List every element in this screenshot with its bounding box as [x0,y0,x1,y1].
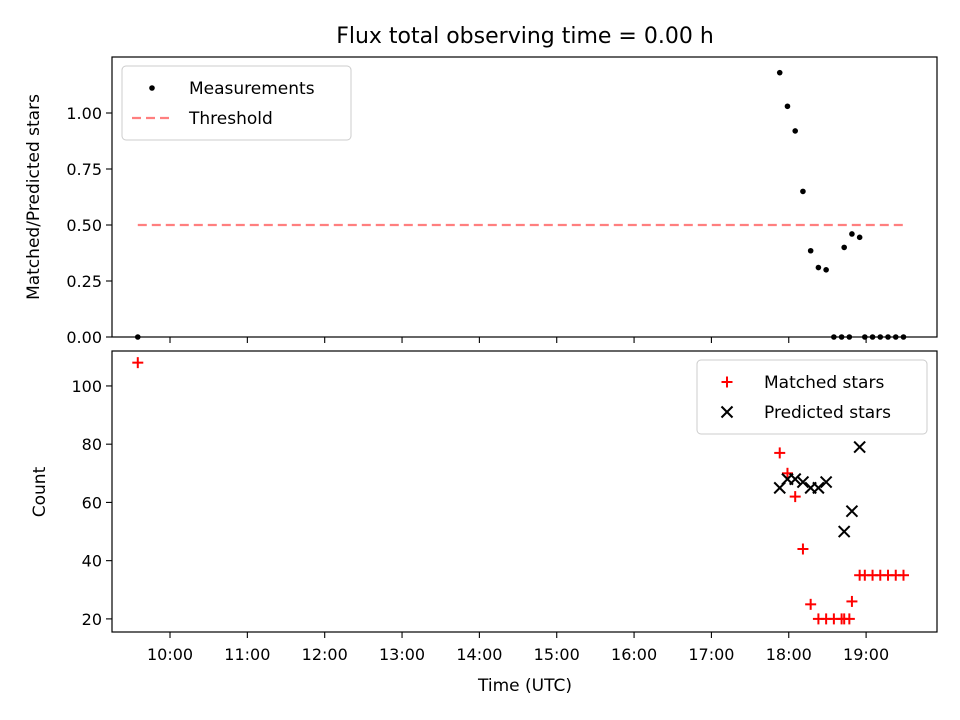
bottom-y-tick-label: 100 [71,377,102,396]
matched-star-point [789,491,801,503]
x-tick-label: 13:00 [379,645,425,664]
top-plot-frame [111,56,938,338]
measurement-point [807,247,814,254]
predicted-star-point [853,440,866,454]
measurement-point [784,103,791,110]
x-tick-label: 17:00 [688,645,734,664]
measurement-point [856,234,863,241]
x-tick-label: 11:00 [224,645,270,664]
top-y-tick-label: 0.50 [66,216,102,235]
bottom-y-tick-label: 60 [82,493,102,512]
predicted-star-point [819,475,833,489]
matched-star-point [797,543,809,555]
x-axis-label: Time (UTC) [477,676,572,696]
legend-label: Measurements [189,79,315,99]
legend-label: Predicted stars [764,403,891,423]
predicted-star-point [812,481,825,495]
top-panel: 0.00 0.25 0.50 0.75 1.00 Matched/Predicted s… [24,56,938,347]
predicted-star-point [837,525,851,538]
measurement-point [849,231,855,237]
matched-star-point [846,595,858,607]
chart-title: Flux total observing time = 0.00 h [336,24,714,49]
predicted-star-point [788,472,802,486]
bottom-legend: Matched stars Predicted stars [696,359,928,435]
measurement-point [792,128,799,134]
legend-box [696,359,928,435]
x-tick-label: 12:00 [302,645,348,664]
matched-star-point [774,447,786,459]
x-tick-label: 10:00 [147,645,193,664]
legend-marker-predicted [720,405,734,419]
x-tick-label: 15:00 [534,645,580,664]
matched-star-point [838,613,850,625]
matched-star-point [897,569,909,581]
x-tick-label: 14:00 [456,645,502,664]
top-y-tick-label: 0.25 [66,272,102,291]
matched-star-point [132,357,144,369]
x-tick-label: 18:00 [766,645,812,664]
predicted-star-point [845,504,859,518]
bottom-y-axis-label: Count [30,466,50,517]
top-y-tick-label: 0.75 [66,160,102,179]
bottom-panel: 20 40 60 80 100 10:00 11:00 12:00 13:00 14:00 15:0… [30,350,938,696]
bottom-plot-frame [111,350,938,633]
bottom-y-tick-label: 40 [82,552,102,571]
measurement-point [800,188,806,195]
matched-star-point [781,467,793,479]
bottom-y-tick-label: 20 [82,610,102,629]
x-tick-label: 16:00 [611,645,657,664]
measurement-point [815,264,822,271]
predicted-star-point [796,475,810,489]
bottom-y-tick-label: 80 [82,435,102,454]
matched-star-point [805,598,817,610]
legend-label: Matched stars [764,373,884,393]
measurement-point [823,267,829,273]
measurement-point [841,244,847,251]
top-y-tick-label: 0.00 [66,328,102,347]
measurement-point [776,69,783,76]
top-legend: Measurements Threshold [121,65,352,141]
legend-box [121,65,352,141]
top-y-tick-label: 1.00 [66,104,102,123]
legend-label: Threshold [188,109,273,129]
legend-marker-measurements [149,85,155,91]
x-tick-label: 19:00 [843,645,889,664]
top-y-axis-label: Matched/Predicted stars [24,94,44,300]
legend-marker-matched [721,376,733,388]
